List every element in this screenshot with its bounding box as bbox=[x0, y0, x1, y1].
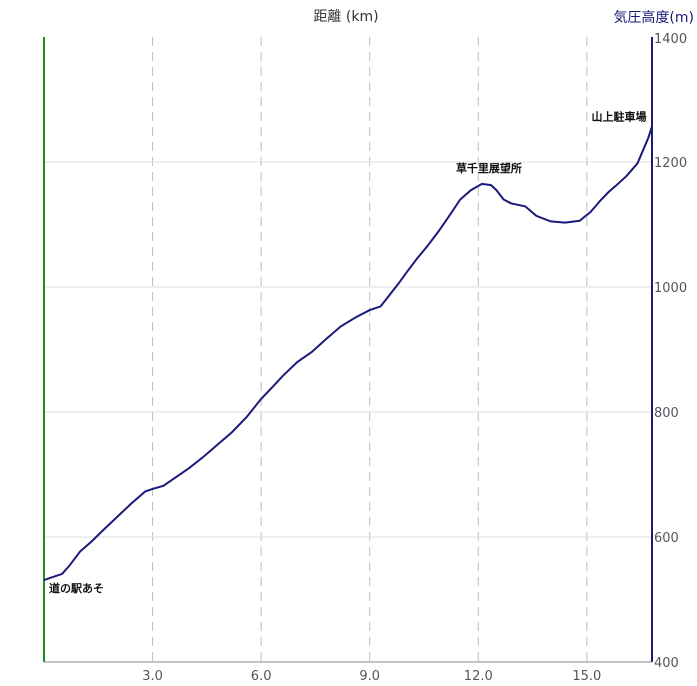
y-axis-title: 気圧高度(m) bbox=[613, 9, 694, 26]
x-tick-label: 12.0 bbox=[464, 669, 493, 684]
y-tick-label: 600 bbox=[654, 531, 679, 546]
annotation-roadside-station: 道の駅あそ bbox=[49, 581, 104, 595]
x-tick-label: 6.0 bbox=[251, 669, 272, 684]
x-tick-label: 15.0 bbox=[572, 669, 601, 684]
y-tick-label: 1400 bbox=[654, 32, 687, 47]
x-axis-title: 距離 (km) bbox=[313, 8, 378, 25]
x-tick-label: 9.0 bbox=[359, 669, 380, 684]
y-tick-label: 400 bbox=[654, 656, 679, 671]
y-tick-label: 1000 bbox=[654, 281, 687, 296]
x-tick-labels: 3.0 6.0 9.0 12.0 15.0 bbox=[142, 669, 601, 684]
x-tick-label: 3.0 bbox=[142, 669, 163, 684]
horizontal-gridlines bbox=[44, 161, 652, 538]
annotation-summit-parking: 山上駐車場 bbox=[592, 109, 647, 123]
y-tick-label: 1200 bbox=[654, 156, 687, 171]
elevation-line bbox=[43, 126, 653, 582]
vertical-gridlines bbox=[152, 37, 588, 662]
annotation-kusasenri-observatory: 草千里展望所 bbox=[456, 161, 522, 175]
y-tick-labels: 400 600 800 1000 1200 1400 bbox=[654, 32, 687, 671]
y-tick-label: 800 bbox=[654, 406, 679, 421]
